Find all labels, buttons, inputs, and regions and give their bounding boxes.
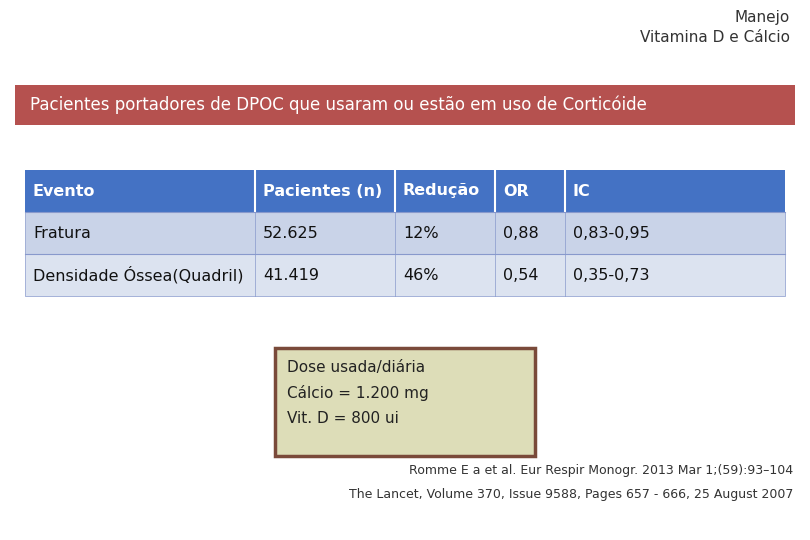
Text: Densidade Óssea(Quadril): Densidade Óssea(Quadril) <box>33 266 244 284</box>
Text: Manejo: Manejo <box>735 10 790 25</box>
Bar <box>15 85 795 125</box>
Text: Fratura: Fratura <box>33 226 91 240</box>
Text: 0,35-0,73: 0,35-0,73 <box>573 267 650 282</box>
Text: 0,83-0,95: 0,83-0,95 <box>573 226 650 240</box>
Text: Pacientes portadores de DPOC que usaram ou estão em uso de Corticóide: Pacientes portadores de DPOC que usaram … <box>30 96 647 114</box>
Text: 46%: 46% <box>403 267 438 282</box>
Text: 0,54: 0,54 <box>503 267 539 282</box>
Bar <box>25 254 785 296</box>
Text: Dose usada/diária
Cálcio = 1.200 mg
Vit. D = 800 ui: Dose usada/diária Cálcio = 1.200 mg Vit.… <box>287 360 428 426</box>
Text: IC: IC <box>573 184 590 199</box>
Text: Pacientes (n): Pacientes (n) <box>263 184 382 199</box>
Text: Vitamina D e Cálcio: Vitamina D e Cálcio <box>640 30 790 45</box>
Bar <box>25 212 785 254</box>
Text: 41.419: 41.419 <box>263 267 319 282</box>
Text: Evento: Evento <box>33 184 96 199</box>
Bar <box>275 348 535 456</box>
Text: OR: OR <box>503 184 529 199</box>
Text: 0,88: 0,88 <box>503 226 539 240</box>
Text: Redução: Redução <box>403 184 480 199</box>
Text: The Lancet, Volume 370, Issue 9588, Pages 657 - 666, 25 August 2007: The Lancet, Volume 370, Issue 9588, Page… <box>348 488 793 501</box>
Text: 52.625: 52.625 <box>263 226 319 240</box>
Text: Romme E a et al. Eur Respir Monogr. 2013 Mar 1;(59):93–104: Romme E a et al. Eur Respir Monogr. 2013… <box>409 464 793 477</box>
Bar <box>25 170 785 212</box>
Text: 12%: 12% <box>403 226 439 240</box>
